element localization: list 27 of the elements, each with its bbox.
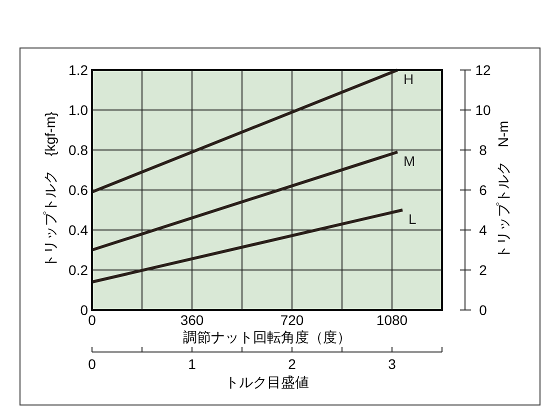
series-label: M bbox=[404, 153, 416, 169]
x2-axis-title: トルク目盛値 bbox=[225, 374, 309, 390]
series-label: H bbox=[404, 71, 414, 87]
y2-tick-label: 8 bbox=[479, 142, 488, 158]
y-tick-label: 1.0 bbox=[68, 102, 88, 118]
x-axis-title: 調節ナット回転角度（度） bbox=[183, 329, 351, 345]
y-tick-label: 0.6 bbox=[68, 182, 88, 198]
y2-tick-label: 12 bbox=[475, 62, 491, 78]
x-tick-label: 1080 bbox=[376, 312, 408, 328]
y-tick-label: 0.8 bbox=[68, 142, 88, 158]
y2-tick-label: 10 bbox=[475, 102, 491, 118]
y2-tick-label: 0 bbox=[479, 302, 488, 318]
x2-tick-label: 1 bbox=[188, 356, 196, 372]
y2-tick-label: 2 bbox=[479, 262, 488, 278]
y-tick-label: 0.2 bbox=[68, 262, 88, 278]
y-tick-label: 0 bbox=[80, 302, 88, 318]
x2-tick-label: 2 bbox=[288, 356, 296, 372]
y-tick-label: 1.2 bbox=[68, 62, 88, 78]
x2-tick-label: 3 bbox=[388, 356, 396, 372]
y2-tick-label: 6 bbox=[479, 182, 488, 198]
y-axis-title: トリップトルク {kgf-m} bbox=[42, 112, 58, 268]
y2-axis-title: トリップトルク N-m bbox=[495, 120, 511, 260]
y-tick-label: 0.4 bbox=[68, 222, 88, 238]
y2-tick-label: 4 bbox=[479, 222, 488, 238]
series-label: L bbox=[408, 211, 417, 227]
x-tick-label: 360 bbox=[180, 312, 204, 328]
x-tick-label: 720 bbox=[280, 312, 304, 328]
